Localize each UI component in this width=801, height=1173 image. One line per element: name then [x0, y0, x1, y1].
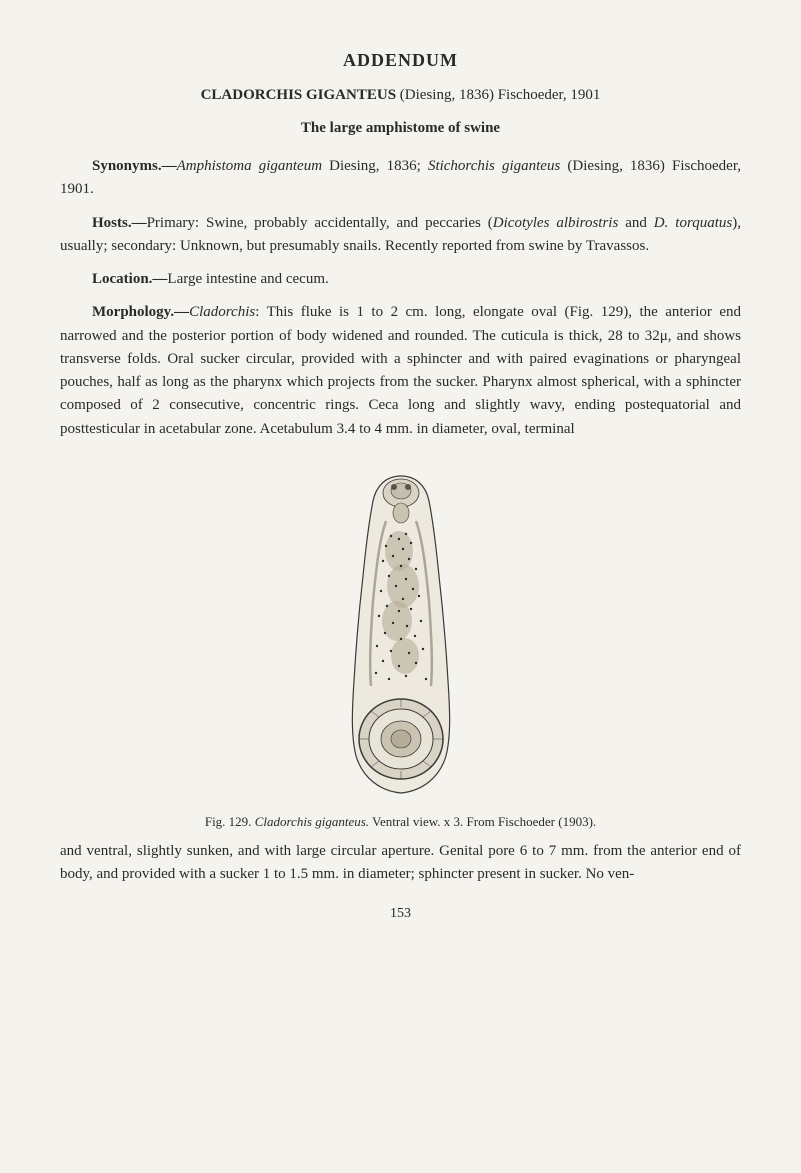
- figure-caption-prefix: Fig. 129.: [205, 814, 255, 829]
- page-number: 153: [60, 906, 741, 922]
- hosts-text-1: Primary: Swine, probably accidentally, a…: [147, 215, 493, 231]
- addendum-title: ADDENDUM: [60, 50, 741, 71]
- synonyms-italic-2: Stichorchis giganteus: [428, 158, 560, 174]
- morphology-italic-1: Cladorchis: [189, 304, 255, 320]
- figure-container: Fig. 129. Cladorchis giganteus. Ventral …: [60, 461, 741, 830]
- hosts-label: Hosts.—: [92, 215, 147, 231]
- synonyms-label: Synonyms.—: [92, 158, 177, 174]
- hosts-italic-1: Dicotyles albirostris: [493, 215, 619, 231]
- location-paragraph: Location.—Large intestine and cecum.: [60, 268, 741, 291]
- synonyms-text-1: Diesing, 1836;: [322, 158, 428, 174]
- location-label: Location.—: [92, 271, 167, 287]
- organism-illustration: [291, 461, 511, 801]
- location-text: Large intestine and cecum.: [167, 271, 328, 287]
- synonyms-italic-1: Amphistoma giganteum: [177, 158, 322, 174]
- figure-caption-rest: Ventral view. x 3. From Fischoeder (1903…: [369, 814, 596, 829]
- figure-caption-italic: Cladorchis giganteus.: [255, 814, 369, 829]
- species-name-bold: CLADORCHIS GIGANTEUS: [201, 87, 396, 103]
- morphology-label: Morphology.—: [92, 304, 189, 320]
- morphology-paragraph: Morphology.—Cladorchis: This fluke is 1 …: [60, 301, 741, 441]
- figure-caption: Fig. 129. Cladorchis giganteus. Ventral …: [60, 814, 741, 830]
- hosts-paragraph: Hosts.—Primary: Swine, probably accident…: [60, 212, 741, 259]
- hosts-text-2: and: [618, 215, 653, 231]
- continuation-paragraph: and ventral, slightly sunken, and with l…: [60, 840, 741, 887]
- morphology-text-1: : This fluke is 1 to 2 cm. long, elongat…: [60, 304, 741, 436]
- synonyms-paragraph: Synonyms.—Amphistoma giganteum Diesing, …: [60, 155, 741, 202]
- species-title: CLADORCHIS GIGANTEUS (Diesing, 1836) Fis…: [60, 87, 741, 104]
- figure-image: [291, 461, 511, 801]
- species-authority: (Diesing, 1836) Fischoeder, 1901: [396, 87, 600, 103]
- hosts-italic-2: D. torquatus: [654, 215, 732, 231]
- subtitle: The large amphistome of swine: [60, 120, 741, 137]
